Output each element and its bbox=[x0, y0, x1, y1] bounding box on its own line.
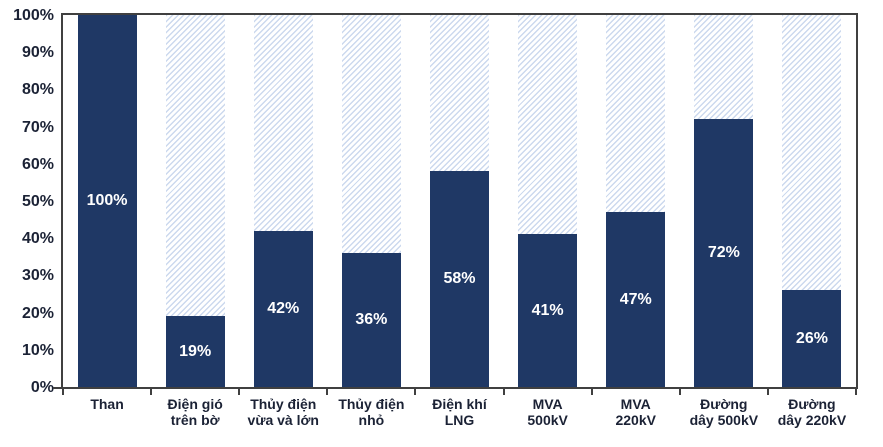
bar-filled-segment: 26% bbox=[782, 290, 842, 387]
y-tick-label: 20% bbox=[21, 304, 54, 322]
x-axis-tick bbox=[502, 389, 505, 395]
bar-MVA 220kV: 47% bbox=[606, 15, 666, 387]
bar-Đường dây 500kV: 72% bbox=[694, 15, 754, 387]
bar-filled-segment: 19% bbox=[165, 316, 225, 387]
y-tick-label: 100% bbox=[13, 7, 54, 24]
bar-filled-segment: 47% bbox=[606, 212, 666, 387]
y-tick-label: 40% bbox=[21, 230, 54, 248]
y-tick-label: 60% bbox=[21, 155, 54, 173]
bar-value-label: 100% bbox=[86, 192, 128, 209]
bar-value-label: 58% bbox=[443, 270, 476, 288]
x-axis-tick bbox=[238, 389, 241, 395]
x-axis-tick bbox=[62, 389, 64, 395]
x-axis-tick bbox=[678, 389, 681, 395]
bar-filled-segment: 72% bbox=[694, 119, 754, 387]
bar-filled-segment: 42% bbox=[253, 230, 313, 387]
bar-value-label: 26% bbox=[795, 329, 828, 347]
bar-Điện gió trên bờ: 19% bbox=[165, 15, 225, 387]
bar-remaining-hatch bbox=[165, 15, 225, 317]
bar-Đường dây 220kV: 26% bbox=[782, 15, 842, 387]
x-axis-tick bbox=[590, 389, 593, 395]
x-category-label: MVA 500kV bbox=[527, 396, 568, 428]
y-tick-label: 80% bbox=[21, 81, 54, 99]
x-category-label: MVA 220kV bbox=[615, 396, 656, 428]
bar-value-label: 19% bbox=[179, 342, 212, 360]
bar-remaining-hatch bbox=[782, 15, 842, 291]
bar-filled-segment: 58% bbox=[430, 171, 489, 387]
x-axis-tick bbox=[414, 389, 417, 395]
bar-value-label: 41% bbox=[531, 301, 564, 319]
y-tick-label: 70% bbox=[21, 118, 54, 136]
bar-remaining-hatch bbox=[253, 15, 313, 231]
bar-remaining-hatch bbox=[430, 15, 489, 172]
bar-filled-segment: 41% bbox=[518, 234, 578, 387]
bar-remaining-hatch bbox=[694, 15, 754, 120]
bar-MVA 500kV: 41% bbox=[518, 15, 578, 387]
y-tick-label: 90% bbox=[21, 44, 54, 62]
x-category-label: Điện gió trên bờ bbox=[167, 396, 223, 428]
y-tick-label: 50% bbox=[21, 193, 54, 210]
x-category-label: Đường dây 500kV bbox=[689, 396, 759, 428]
x-category-label: Thủy điện nhỏ bbox=[338, 396, 405, 428]
x-axis-tick bbox=[766, 389, 769, 395]
y-tick-label: 0% bbox=[30, 379, 54, 396]
y-tick-label: 30% bbox=[21, 267, 54, 285]
x-axis-tick bbox=[855, 389, 857, 395]
bar-Thủy điện nhỏ: 36% bbox=[341, 15, 401, 387]
y-tick-label: 10% bbox=[21, 341, 54, 359]
bar-remaining-hatch bbox=[606, 15, 666, 213]
bar-Thủy điện vừa và lớn: 42% bbox=[253, 15, 313, 387]
bar-remaining-hatch bbox=[341, 15, 401, 254]
bar-Than: 100% bbox=[77, 15, 137, 387]
bar-filled-segment: 36% bbox=[341, 253, 401, 387]
bar-Điện khí LNG: 58% bbox=[430, 15, 489, 387]
bar-value-label: 42% bbox=[267, 299, 300, 317]
x-axis-tick bbox=[150, 389, 153, 395]
x-category-label: Than bbox=[90, 396, 124, 412]
bar-value-label: 72% bbox=[707, 244, 740, 262]
bar-value-label: 47% bbox=[619, 290, 652, 308]
x-category-label: Thủy điện vừa và lớn bbox=[247, 396, 319, 428]
x-category-label: Đường dây 220kV bbox=[777, 396, 847, 428]
plot-area: 100% 19% 42% 36% 58% 41% 47% 72% 26% bbox=[61, 13, 858, 389]
x-category-label: Điện khí LNG bbox=[432, 396, 487, 428]
x-axis-tick bbox=[326, 389, 329, 395]
y-axis-zero-tick bbox=[53, 387, 61, 389]
bar-value-label: 36% bbox=[355, 311, 388, 329]
bar-filled-segment: 100% bbox=[77, 15, 137, 387]
bar-remaining-hatch bbox=[518, 15, 578, 235]
